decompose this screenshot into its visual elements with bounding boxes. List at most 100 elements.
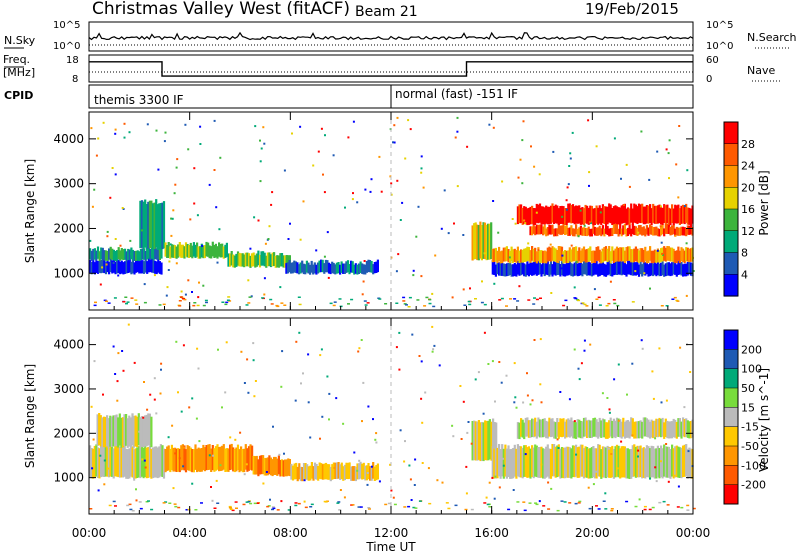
xtick-2: 08:00	[273, 526, 308, 540]
velocity-band-6	[491, 444, 694, 479]
power-colorbar-swatch-5	[724, 230, 738, 254]
velocity-colorbar-swatch-1	[724, 349, 738, 370]
velocity-colorbar-swatch-4	[724, 407, 738, 428]
cpid-segment-2: normal (fast) -151 IF	[395, 87, 518, 101]
power-colorbar-swatch-6	[724, 252, 738, 275]
velocity-colorbar-tick-7: -200	[741, 479, 766, 492]
power-colorbar-tick-4: 12	[741, 225, 755, 238]
freq-panel-frame	[88, 54, 694, 83]
velocity-heatmap	[89, 318, 696, 514]
power-colorbar: 28 24 20 16 12 8 4	[723, 121, 755, 297]
noise-left-tick-bottom: 10^0	[53, 41, 80, 52]
xtick-1: 04:00	[172, 526, 207, 540]
freq-left-tick-bottom: 8	[72, 74, 78, 85]
power-colorbar-tick-6: 4	[741, 268, 748, 281]
velocity-colorbar-tick-5: -50	[741, 440, 759, 453]
power-ytick-0: 1000	[53, 266, 84, 280]
power-colorbar-tick-5: 8	[741, 247, 748, 260]
velocity-band-0	[89, 444, 166, 479]
velocity-colorbar-label: Velocity [m s^-1]	[757, 368, 771, 472]
cpid-segment-1: themis 3300 IF	[94, 93, 184, 107]
velocity-colorbar-swatch-0	[724, 330, 738, 350]
velocity-ylabel: Slant Range [km]	[23, 364, 37, 468]
velocity-band-7	[516, 417, 694, 440]
noise-trace	[88, 31, 694, 41]
noise-left-tick-top: 10^5	[53, 20, 80, 31]
power-colorbar-tick-2: 20	[741, 181, 755, 194]
power-colorbar-swatch-2	[724, 165, 738, 188]
xtick-4: 16:00	[474, 526, 509, 540]
power-band-2	[139, 199, 166, 250]
power-y-axis: 1000 2000 3000 4000	[53, 132, 693, 280]
freq-right-tick-top: 60	[706, 55, 719, 66]
velocity-colorbar: 200 100 50 15 -15 -50 -100 -200	[723, 329, 766, 505]
power-ytick-2: 3000	[53, 177, 84, 191]
velocity-band-2	[164, 443, 254, 473]
beam-label: Beam 21	[355, 4, 418, 20]
date-label: 19/Feb/2015	[585, 0, 679, 18]
velocity-scatter	[89, 323, 696, 512]
velocity-colorbar-tick-1: 100	[741, 363, 762, 376]
velocity-colorbar-tick-3: 15	[741, 401, 755, 414]
velocity-colorbar-swatch-3	[724, 388, 738, 408]
freq-unit-label: [MHz]	[3, 66, 35, 79]
velocity-ytick-3: 4000	[53, 338, 84, 352]
power-band-4	[227, 250, 291, 268]
xtick-5: 20:00	[575, 526, 610, 540]
power-band-7	[491, 259, 694, 277]
power-ytick-3: 4000	[53, 132, 84, 146]
velocity-band-4	[290, 461, 379, 482]
power-colorbar-swatch-1	[724, 143, 738, 167]
velocity-band-3	[252, 455, 291, 477]
power-band-1	[89, 246, 163, 262]
noise-right-tick-bottom: 10^0	[706, 41, 733, 52]
velocity-colorbar-swatch-5	[724, 426, 738, 447]
velocity-ytick-0: 1000	[53, 471, 84, 485]
xtick-6: 00:00	[676, 526, 711, 540]
freq-trace	[89, 61, 693, 77]
power-heatmap	[89, 112, 695, 310]
power-band-6	[471, 221, 493, 261]
power-colorbar-label: Power [dB]	[757, 170, 771, 235]
freq-label: Freq.	[3, 53, 30, 66]
velocity-colorbar-swatch-2	[724, 368, 738, 389]
velocity-colorbar-swatch-8	[724, 484, 738, 505]
noise-search-label: N.Search	[747, 31, 797, 44]
power-colorbar-swatch-0	[724, 122, 738, 145]
power-band-3	[164, 241, 228, 259]
velocity-colorbar-tick-0: 200	[741, 343, 762, 356]
xtick-0: 00:00	[72, 526, 107, 540]
power-colorbar-tick-1: 24	[741, 160, 755, 173]
power-colorbar-swatch-7	[724, 274, 738, 297]
freq-left-tick-top: 18	[66, 55, 79, 66]
power-colorbar-tick-3: 16	[741, 203, 755, 216]
xtick-3: 12:00	[374, 526, 409, 540]
velocity-ytick-1: 2000	[53, 426, 84, 440]
power-ytick-1: 2000	[53, 221, 84, 235]
velocity-y-axis: 1000 2000 3000 4000	[53, 338, 693, 485]
power-colorbar-swatch-3	[724, 187, 738, 210]
power-band-10	[516, 203, 694, 226]
velocity-colorbar-swatch-6	[724, 446, 738, 466]
noise-right-tick-top: 10^5	[706, 20, 733, 31]
station-title: Christmas Valley West (fitACF)	[92, 0, 350, 19]
velocity-colorbar-tick-6: -100	[741, 459, 766, 472]
power-band-0	[89, 257, 163, 275]
cpid-label: CPID	[4, 89, 33, 102]
nave-label: Nave	[747, 64, 775, 77]
power-band-9	[529, 223, 694, 237]
noise-sky-label: N.Sky	[4, 34, 36, 47]
power-band-5	[285, 259, 379, 275]
velocity-colorbar-tick-4: -15	[741, 421, 759, 434]
time-axis-label: Time UT	[365, 540, 416, 554]
velocity-ytick-2: 3000	[53, 382, 84, 396]
power-ylabel: Slant Range [km]	[23, 159, 37, 263]
power-colorbar-tick-0: 28	[741, 138, 755, 151]
velocity-band-1	[96, 413, 153, 448]
freq-right-tick-bottom: 0	[706, 74, 712, 85]
velocity-band-5	[471, 418, 498, 462]
power-scatter	[89, 116, 695, 308]
velocity-colorbar-swatch-7	[724, 465, 738, 486]
power-colorbar-swatch-4	[724, 209, 738, 232]
